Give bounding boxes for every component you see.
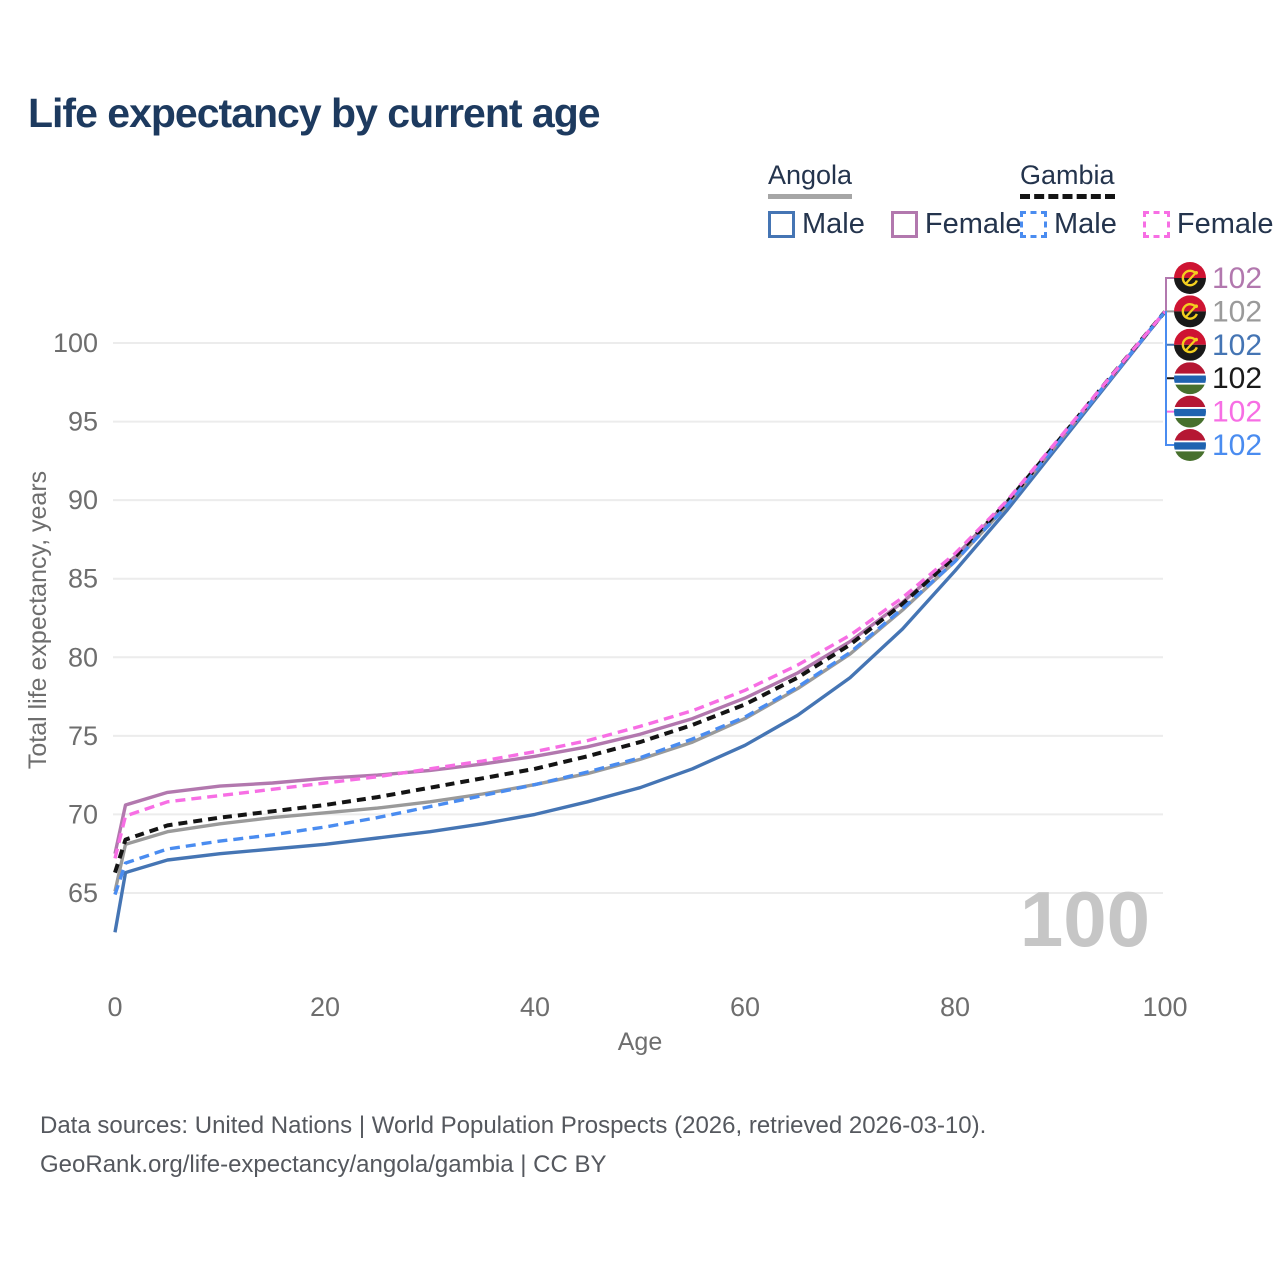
legend-label: Female [1176, 208, 1274, 240]
x-tick-label: 20 [310, 992, 340, 1022]
legend-label: Male [1054, 208, 1117, 240]
end-value-gambia: 102 [1212, 362, 1262, 395]
x-tick-label: 80 [940, 992, 970, 1022]
angola-flag-icon [1174, 262, 1206, 294]
y-tick-label: 75 [68, 721, 98, 751]
legend-item-angola-male[interactable]: Male [768, 208, 865, 241]
x-axis-title: Age [618, 1028, 662, 1056]
gambia-flag-icon [1174, 429, 1206, 461]
x-tick-label: 40 [520, 992, 550, 1022]
leader-line-angola-female [1165, 277, 1174, 311]
current-age-watermark: 100 [1020, 875, 1150, 963]
gambia-flag-icon [1174, 362, 1206, 395]
x-tick-label: 100 [1142, 992, 1187, 1022]
y-tick-label: 90 [68, 485, 98, 515]
angola-male-swatch-icon [768, 211, 795, 238]
gambia-female-swatch-icon [1142, 211, 1170, 238]
end-value-gambia-male: 102 [1212, 429, 1262, 462]
end-value-angola-female: 102 [1212, 262, 1262, 295]
legend-group-angola: Angola Male Female [768, 160, 1022, 241]
leader-line-angola-male [1165, 311, 1174, 346]
y-tick-label: 65 [68, 878, 98, 908]
gambia-male-swatch-icon [1020, 211, 1047, 238]
series-line-angola-male [113, 310, 1167, 933]
y-tick-label: 85 [68, 564, 98, 594]
footer: Data sources: United Nations | World Pop… [40, 1106, 986, 1184]
legend-label: Male [802, 208, 865, 240]
legend-group-gambia: Gambia Male Female [1020, 160, 1274, 241]
legend-items-angola: Male Female [768, 208, 1022, 241]
series-line-angola [113, 310, 1167, 892]
x-tick-label: 0 [107, 992, 122, 1022]
end-value-angola-male: 102 [1212, 329, 1262, 362]
footer-attribution-line: GeoRank.org/life-expectancy/angola/gambi… [40, 1151, 607, 1178]
legend-country-gambia[interactable]: Gambia [1020, 160, 1115, 199]
y-axis-title: Total life expectancy, years [24, 471, 52, 769]
end-value-angola: 102 [1212, 295, 1262, 328]
legend-item-gambia-female[interactable]: Female [1142, 208, 1274, 241]
leader-line-gambia-female [1165, 311, 1174, 413]
y-tick-label: 95 [68, 407, 98, 437]
angola-female-swatch-icon [890, 211, 918, 238]
y-tick-label: 80 [68, 642, 98, 672]
series-line-gambia-female [113, 310, 1167, 859]
footer-source-line: Data sources: United Nations | World Pop… [40, 1112, 987, 1139]
legend-item-gambia-male[interactable]: Male [1020, 208, 1117, 241]
legend-items-gambia: Male Female [1020, 208, 1274, 241]
y-tick-label: 70 [68, 799, 98, 829]
legend-label: Female [924, 208, 1022, 240]
legend-item-angola-female[interactable]: Female [890, 208, 1022, 241]
angola-flag-icon [1174, 295, 1206, 328]
page-title: Life expectancy by current age [28, 90, 601, 136]
end-value-gambia-female: 102 [1212, 396, 1262, 429]
legend: Angola Male Female Gambia Male [768, 160, 1280, 250]
series-line-angola-female [113, 310, 1167, 855]
leader-line-gambia-male [1165, 311, 1174, 446]
gambia-flag-icon [1174, 395, 1206, 428]
y-tick-label: 100 [53, 328, 98, 358]
x-tick-label: 60 [730, 992, 760, 1022]
series-line-gambia-male [113, 310, 1167, 896]
legend-country-angola[interactable]: Angola [768, 160, 853, 199]
angola-flag-icon [1174, 328, 1206, 361]
